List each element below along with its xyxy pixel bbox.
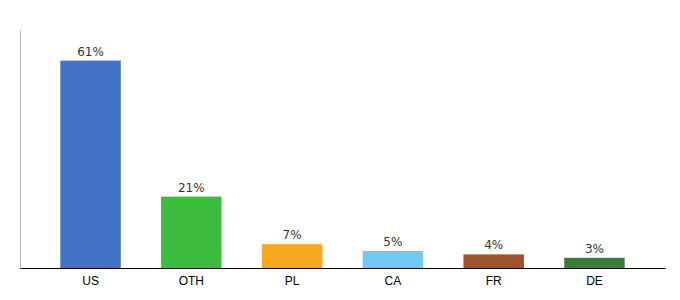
data-label: 7% — [283, 228, 302, 242]
data-label: 4% — [484, 238, 503, 252]
x-tick: PL — [285, 274, 300, 288]
bar — [60, 61, 120, 268]
x-tick-label: DE — [586, 274, 603, 288]
data-label: 61% — [77, 45, 104, 59]
x-axis: US OTH PL CA FR DE — [21, 269, 666, 288]
y-axis — [20, 31, 21, 269]
x-tick-label: OTH — [179, 274, 204, 288]
x-tick-label: FR — [486, 274, 502, 288]
x-tick: OTH — [179, 274, 204, 288]
x-tick: DE — [586, 274, 603, 288]
x-tick-label: CA — [385, 274, 402, 288]
data-label: 5% — [383, 235, 402, 249]
chart: US OTH PL CA FR DE 61% 21% 7% 5% 4% 3% — [0, 0, 680, 300]
bar — [564, 258, 624, 268]
data-label: 21% — [178, 181, 205, 195]
plot: US OTH PL CA FR DE 61% 21% 7% 5% 4% 3% — [21, 31, 666, 288]
bars — [60, 61, 624, 268]
y-axis-line — [20, 31, 21, 269]
x-tick-label: US — [82, 274, 99, 288]
bar — [161, 197, 221, 268]
x-tick: CA — [385, 274, 402, 288]
bar — [463, 254, 523, 268]
data-labels: 61% 21% 7% 5% 4% 3% — [77, 45, 604, 256]
x-tick-label: PL — [285, 274, 300, 288]
bar — [363, 251, 423, 268]
bar — [262, 244, 322, 268]
x-axis-line — [21, 268, 666, 269]
data-label: 3% — [585, 242, 604, 256]
x-tick: FR — [486, 274, 502, 288]
x-tick: US — [82, 274, 99, 288]
